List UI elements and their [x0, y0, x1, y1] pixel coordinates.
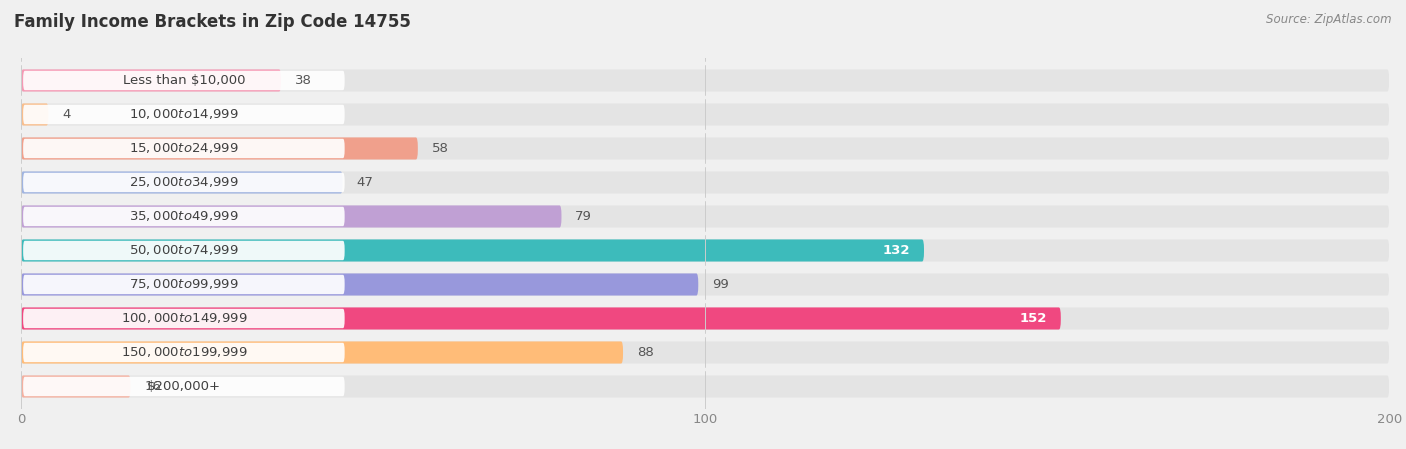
FancyBboxPatch shape — [21, 137, 418, 159]
Text: Less than $10,000: Less than $10,000 — [122, 74, 245, 87]
Text: 88: 88 — [637, 346, 654, 359]
FancyBboxPatch shape — [21, 341, 623, 364]
Text: 4: 4 — [62, 108, 70, 121]
Text: $15,000 to $24,999: $15,000 to $24,999 — [129, 141, 239, 155]
FancyBboxPatch shape — [21, 239, 1389, 261]
FancyBboxPatch shape — [21, 172, 343, 194]
FancyBboxPatch shape — [21, 273, 1389, 295]
FancyBboxPatch shape — [21, 137, 1389, 159]
FancyBboxPatch shape — [21, 308, 1389, 330]
Text: $50,000 to $74,999: $50,000 to $74,999 — [129, 243, 239, 257]
Text: $25,000 to $34,999: $25,000 to $34,999 — [129, 176, 239, 189]
Text: $150,000 to $199,999: $150,000 to $199,999 — [121, 345, 247, 360]
FancyBboxPatch shape — [21, 239, 924, 261]
Text: 152: 152 — [1019, 312, 1047, 325]
Text: 58: 58 — [432, 142, 449, 155]
FancyBboxPatch shape — [22, 241, 344, 260]
Text: $10,000 to $14,999: $10,000 to $14,999 — [129, 107, 239, 122]
FancyBboxPatch shape — [21, 103, 1389, 126]
FancyBboxPatch shape — [21, 308, 1060, 330]
Text: Family Income Brackets in Zip Code 14755: Family Income Brackets in Zip Code 14755 — [14, 13, 411, 31]
Text: 132: 132 — [883, 244, 910, 257]
FancyBboxPatch shape — [21, 375, 1389, 397]
FancyBboxPatch shape — [21, 172, 1389, 194]
FancyBboxPatch shape — [21, 375, 131, 397]
FancyBboxPatch shape — [21, 206, 561, 228]
FancyBboxPatch shape — [22, 105, 344, 124]
FancyBboxPatch shape — [22, 173, 344, 192]
Text: Source: ZipAtlas.com: Source: ZipAtlas.com — [1267, 13, 1392, 26]
Text: 99: 99 — [711, 278, 728, 291]
FancyBboxPatch shape — [22, 139, 344, 158]
Text: $200,000+: $200,000+ — [146, 380, 221, 393]
FancyBboxPatch shape — [21, 70, 1389, 92]
FancyBboxPatch shape — [22, 309, 344, 328]
Text: 38: 38 — [295, 74, 312, 87]
Text: $100,000 to $149,999: $100,000 to $149,999 — [121, 312, 247, 326]
Text: 79: 79 — [575, 210, 592, 223]
Text: 47: 47 — [356, 176, 373, 189]
FancyBboxPatch shape — [22, 207, 344, 226]
Text: $35,000 to $49,999: $35,000 to $49,999 — [129, 210, 239, 224]
FancyBboxPatch shape — [22, 275, 344, 294]
FancyBboxPatch shape — [21, 273, 699, 295]
FancyBboxPatch shape — [22, 343, 344, 362]
FancyBboxPatch shape — [21, 341, 1389, 364]
FancyBboxPatch shape — [21, 206, 1389, 228]
Text: 16: 16 — [145, 380, 162, 393]
FancyBboxPatch shape — [21, 103, 48, 126]
FancyBboxPatch shape — [22, 71, 344, 90]
FancyBboxPatch shape — [21, 70, 281, 92]
FancyBboxPatch shape — [22, 377, 344, 396]
Text: $75,000 to $99,999: $75,000 to $99,999 — [129, 277, 239, 291]
